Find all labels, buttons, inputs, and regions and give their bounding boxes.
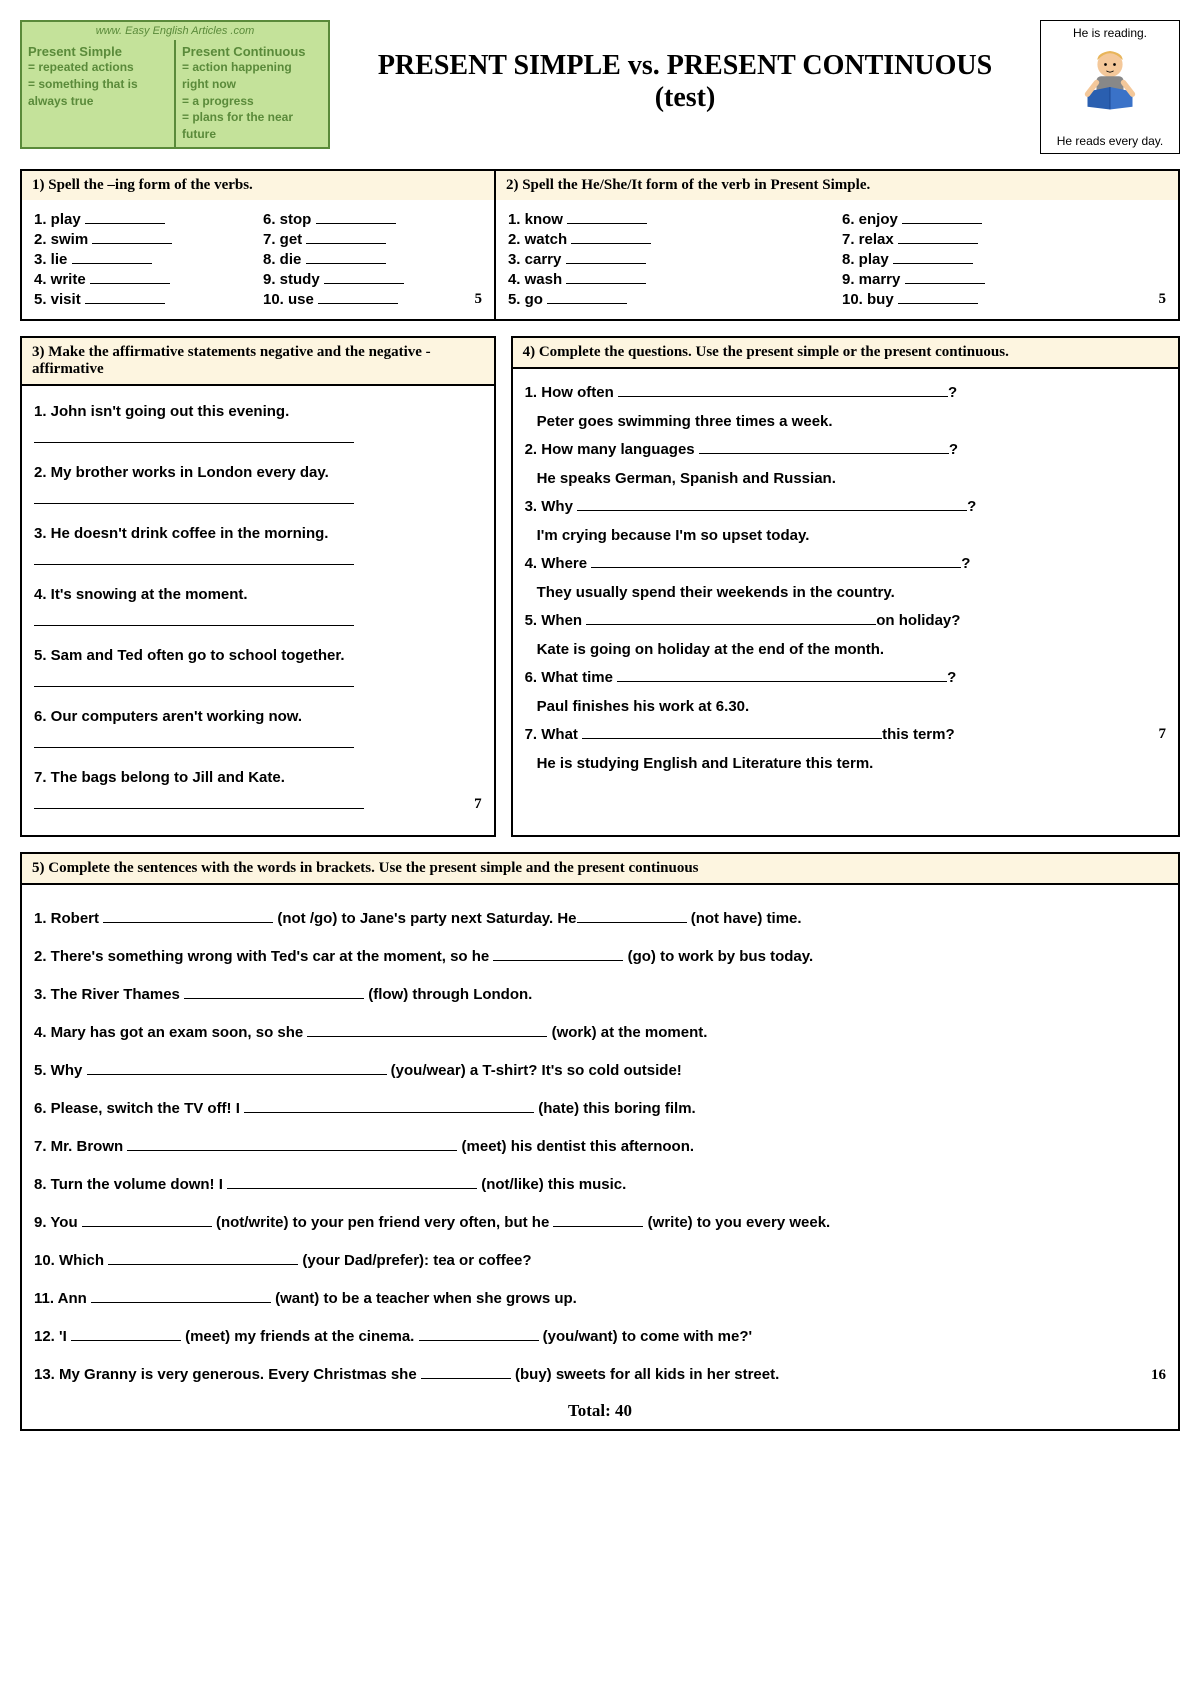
- ex5-header: 5) Complete the sentences with the words…: [22, 854, 1178, 885]
- reading-boy-icon: [1065, 42, 1155, 132]
- illus-caption-bottom: He reads every day.: [1046, 134, 1174, 148]
- ex2-col-left: 1. know 2. watch 3. carry 4. wash 5. go: [508, 208, 832, 311]
- info-box: www. Easy English Articles .com Present …: [20, 20, 330, 149]
- ex1-col-right: 6. stop 7. get 8. die 9. study 10. use 5: [263, 208, 482, 311]
- ex4-header: 4) Complete the questions. Use the prese…: [513, 338, 1178, 369]
- ex1-col-left: 1. play 2. swim 3. lie 4. write 5. visit: [34, 208, 253, 311]
- ex1-header: 1) Spell the –ing form of the verbs.: [22, 171, 494, 200]
- info-url: www. Easy English Articles .com: [22, 22, 328, 40]
- ex3-body: 1. John isn't going out this evening.2. …: [22, 386, 494, 835]
- ex4-box: 4) Complete the questions. Use the prese…: [511, 336, 1180, 837]
- ex1-ex2-container: 1) Spell the –ing form of the verbs. 1. …: [20, 169, 1180, 321]
- ex4-body: 1. How often ?Peter goes swimming three …: [513, 369, 1178, 787]
- ps-heading: Present Simple: [28, 44, 168, 59]
- pc-heading: Present Continuous: [182, 44, 322, 59]
- ex2-col-right: 6. enjoy 7. relax 8. play 9. marry 10. b…: [842, 208, 1166, 311]
- ex5-body: 1. Robert (not /go) to Jane's party next…: [22, 885, 1178, 1429]
- pc-lines: = action happeningright now= a progress=…: [182, 59, 322, 143]
- ex5-box: 5) Complete the sentences with the words…: [20, 852, 1180, 1431]
- ps-lines: = repeated actions= something that is al…: [28, 59, 168, 109]
- page-title: PRESENT SIMPLE vs. PRESENT CONTINUOUS (t…: [345, 20, 1025, 114]
- ex3-box: 3) Make the affirmative statements negat…: [20, 336, 496, 837]
- illustration-box: He is reading. He reads every day.: [1040, 20, 1180, 154]
- ex3-header: 3) Make the affirmative statements negat…: [22, 338, 494, 386]
- ex2-header: 2) Spell the He/She/It form of the verb …: [496, 171, 1178, 200]
- illus-caption-top: He is reading.: [1046, 26, 1174, 40]
